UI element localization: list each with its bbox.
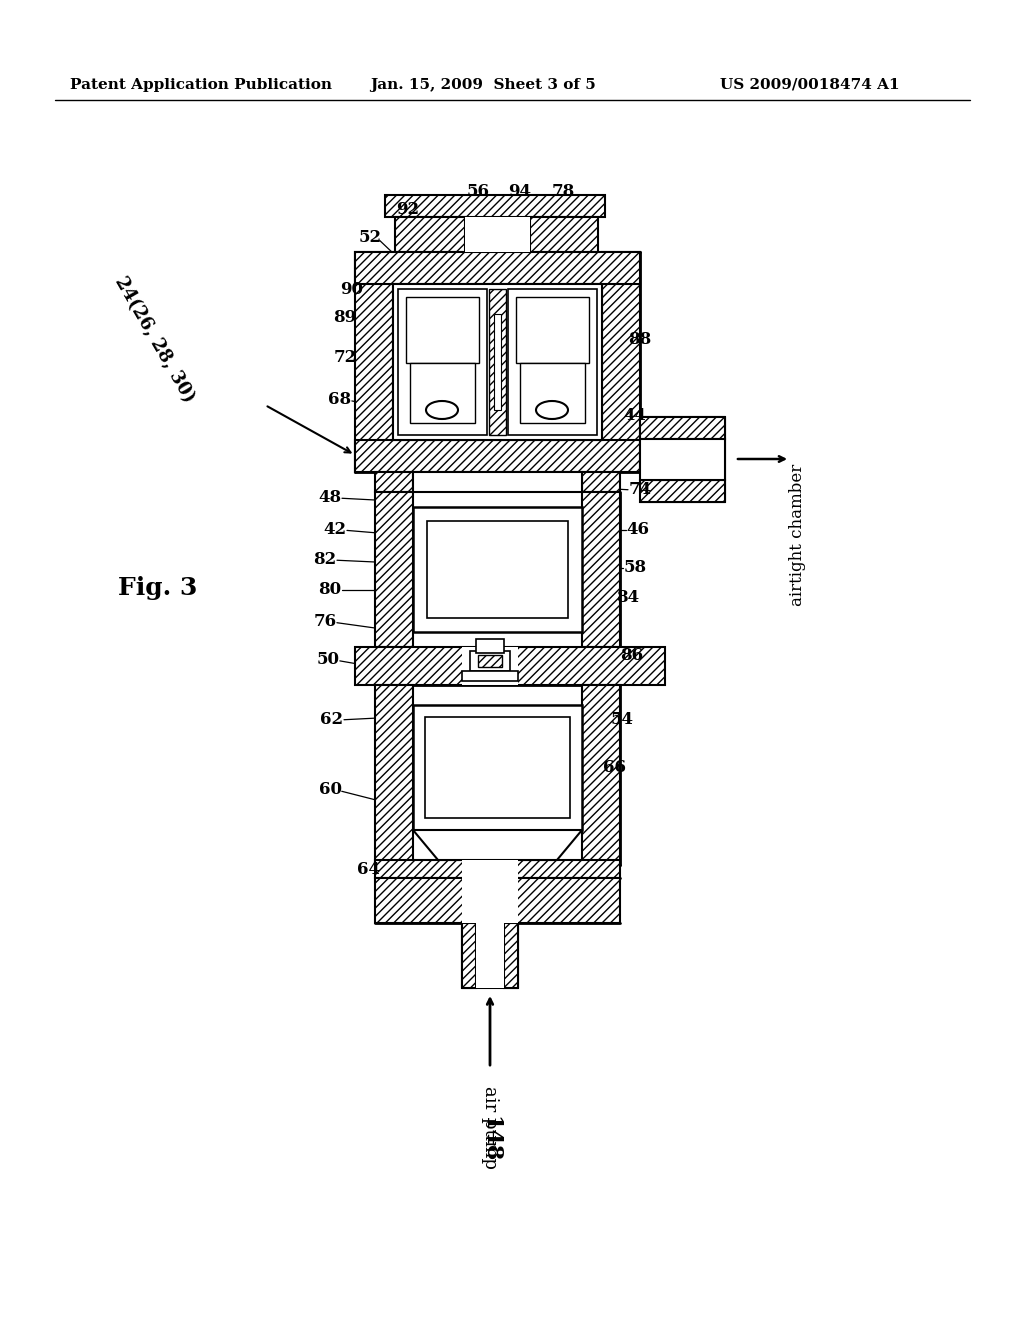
Bar (582, 473, 620, 492)
Bar (375, 473, 413, 492)
Text: 74: 74 (629, 482, 651, 499)
Text: 58: 58 (624, 560, 646, 577)
Text: 84: 84 (616, 590, 640, 606)
Bar (375, 492, 413, 647)
Text: 46: 46 (627, 521, 649, 539)
Bar (582, 685, 620, 865)
Bar (462, 647, 518, 685)
Text: 72: 72 (334, 350, 356, 367)
Text: 90: 90 (341, 281, 364, 298)
Bar (465, 216, 530, 252)
Ellipse shape (426, 401, 458, 418)
Bar (640, 417, 725, 440)
Text: 82: 82 (313, 552, 337, 569)
Bar (355, 647, 665, 685)
Text: 66: 66 (603, 759, 627, 776)
Text: 94: 94 (509, 183, 531, 201)
Bar (375, 878, 620, 923)
Bar (413, 473, 582, 492)
Text: airtight chamber: airtight chamber (788, 465, 806, 606)
Text: 42: 42 (324, 521, 346, 539)
Text: 44: 44 (624, 407, 646, 424)
Bar (462, 878, 518, 923)
Text: Patent Application Publication: Patent Application Publication (70, 78, 332, 92)
Bar (530, 216, 598, 252)
Bar (470, 651, 510, 671)
Text: 54: 54 (610, 711, 634, 729)
Bar (425, 717, 570, 818)
Bar (413, 507, 582, 632)
Ellipse shape (536, 401, 568, 418)
Bar (375, 685, 413, 865)
Text: 89: 89 (334, 309, 356, 326)
Bar (393, 284, 602, 440)
Bar (410, 363, 475, 422)
Text: 62: 62 (321, 711, 344, 729)
Bar (427, 521, 568, 618)
Text: 88: 88 (629, 331, 651, 348)
Bar (355, 252, 640, 284)
Text: 64: 64 (356, 862, 380, 879)
Text: 76: 76 (313, 614, 337, 631)
Bar (375, 861, 620, 878)
Text: 60: 60 (318, 781, 341, 799)
Text: 56: 56 (467, 183, 489, 201)
Bar (602, 252, 640, 473)
Text: 48: 48 (318, 490, 342, 507)
Bar (489, 289, 506, 436)
Bar (462, 861, 518, 878)
Bar (395, 216, 465, 252)
Text: air pump: air pump (481, 1086, 499, 1170)
Bar (478, 655, 502, 667)
Bar (385, 195, 605, 216)
Text: 80: 80 (318, 582, 342, 598)
Bar (520, 363, 585, 422)
Text: US 2009/0018474 A1: US 2009/0018474 A1 (720, 78, 900, 92)
Bar (494, 314, 501, 411)
Bar (462, 671, 518, 681)
Text: 68: 68 (329, 392, 351, 408)
Bar (508, 289, 597, 436)
Bar (462, 923, 476, 987)
Bar (476, 923, 504, 987)
Text: 52: 52 (358, 228, 382, 246)
Bar (406, 297, 479, 363)
Bar (413, 705, 582, 830)
Bar (476, 639, 504, 653)
Text: 86: 86 (621, 647, 643, 664)
Text: 78: 78 (551, 183, 574, 201)
Bar (398, 289, 487, 436)
Bar (504, 923, 518, 987)
Text: 24(26, 28, 30): 24(26, 28, 30) (112, 275, 199, 407)
Text: 148: 148 (479, 1115, 501, 1163)
Text: 92: 92 (396, 202, 420, 219)
Bar (355, 440, 640, 473)
Text: Fig. 3: Fig. 3 (118, 576, 198, 601)
Text: Jan. 15, 2009  Sheet 3 of 5: Jan. 15, 2009 Sheet 3 of 5 (370, 78, 596, 92)
Bar (640, 440, 725, 480)
Text: 50: 50 (316, 652, 340, 668)
Bar (640, 480, 725, 502)
Bar (355, 252, 393, 473)
Bar (516, 297, 589, 363)
Polygon shape (413, 830, 582, 861)
Bar (582, 492, 620, 647)
